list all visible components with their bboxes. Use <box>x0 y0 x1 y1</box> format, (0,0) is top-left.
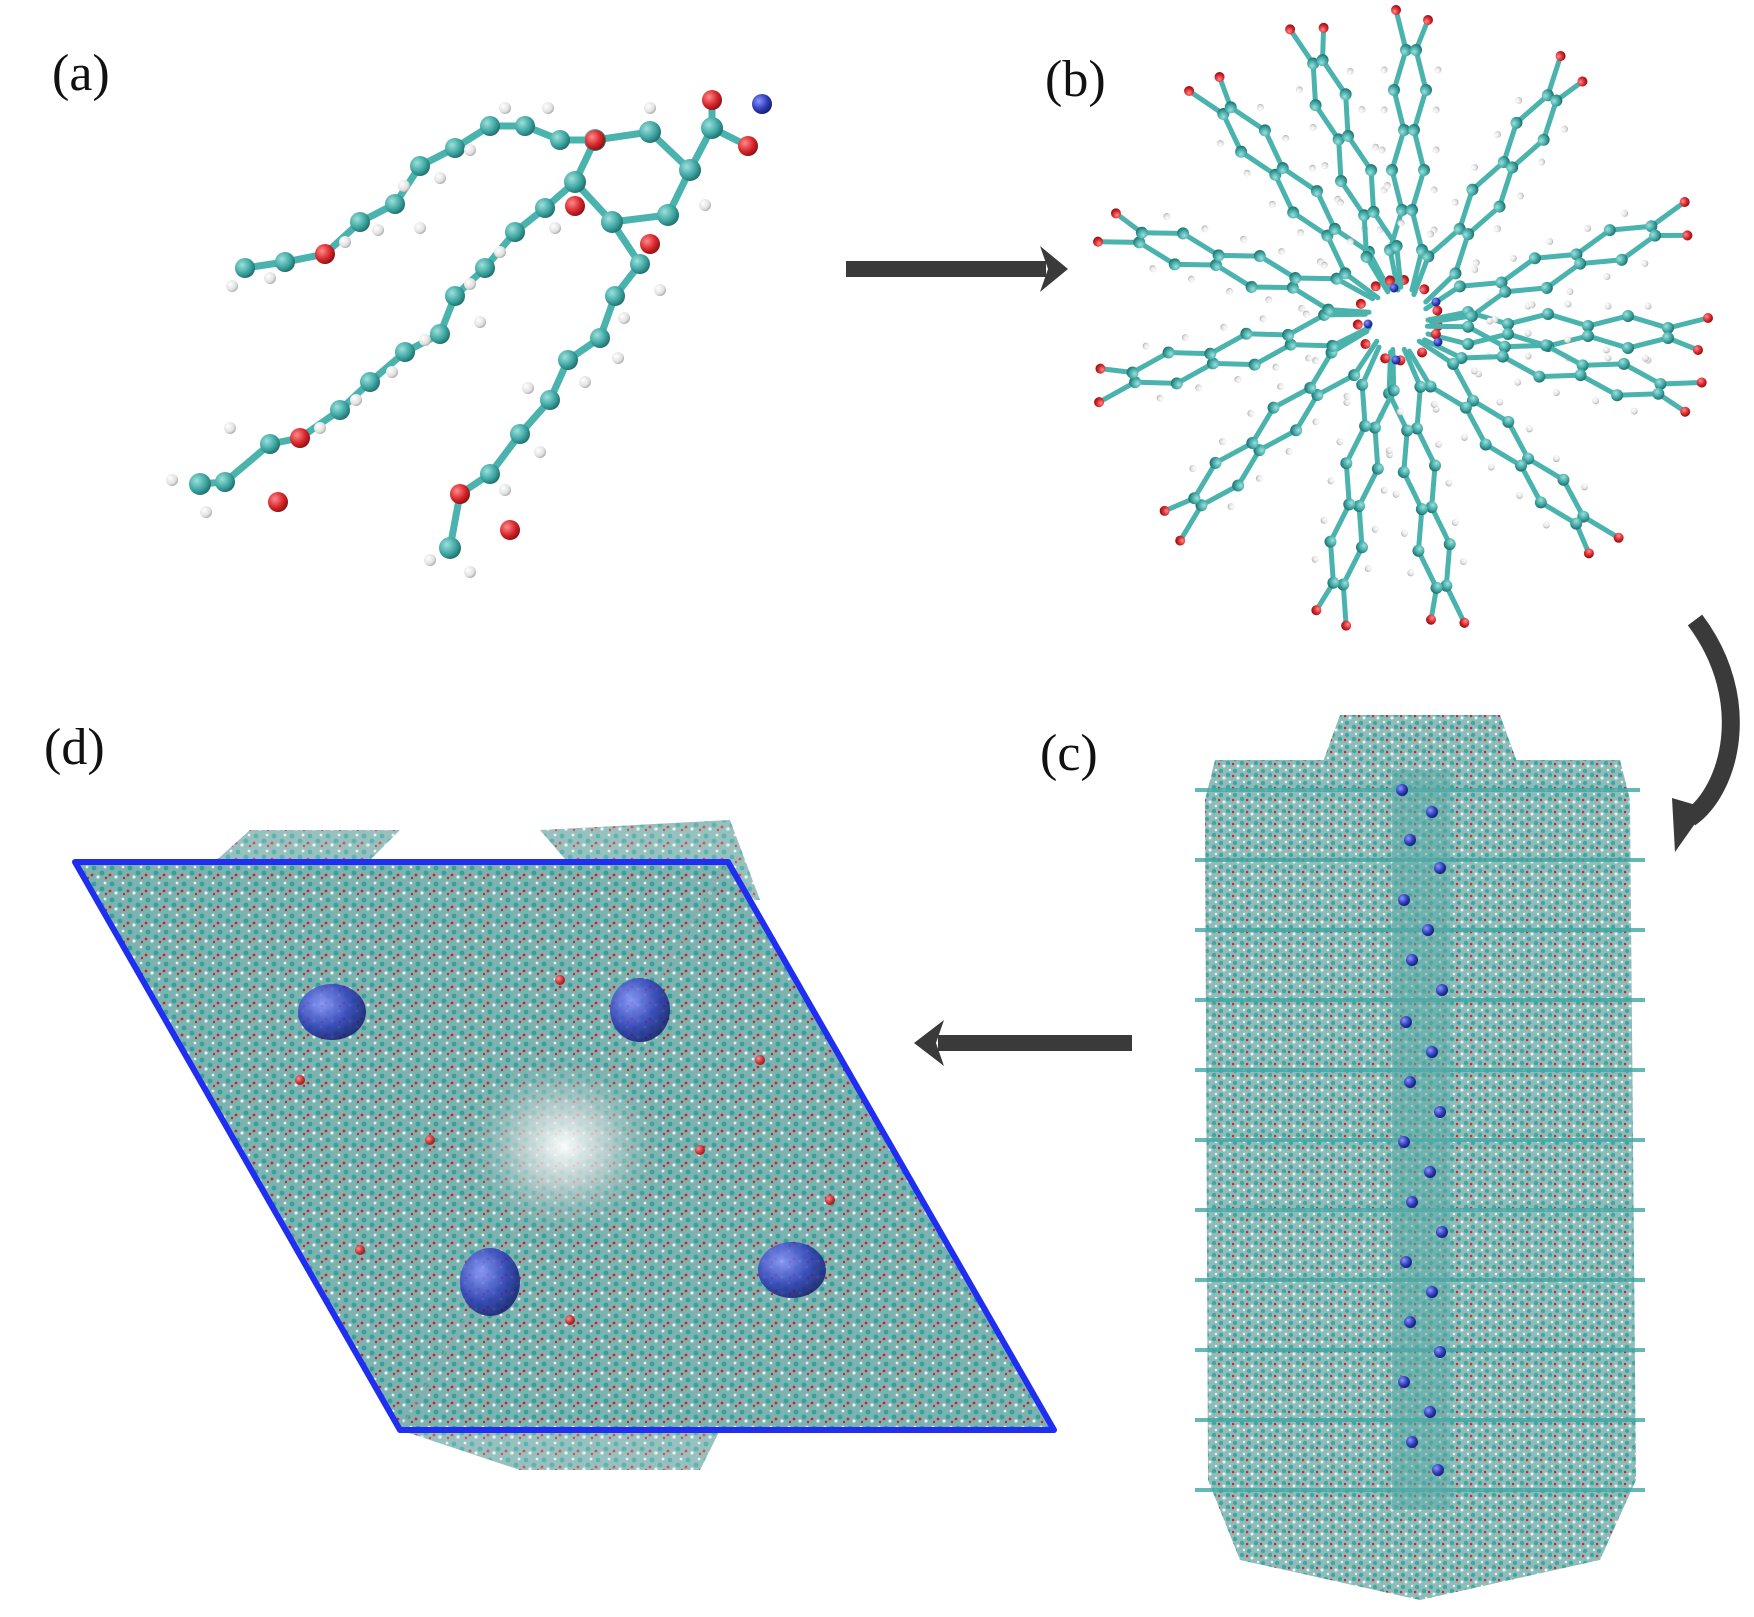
supercell-d <box>72 820 1057 1470</box>
column-c <box>1195 715 1645 1600</box>
sodium-ion <box>752 94 772 114</box>
assembly-b <box>1082 5 1713 637</box>
unit-cell-outline <box>72 859 1057 1433</box>
arrow-b-to-c <box>1672 614 1740 852</box>
panel-label-b: (b) <box>1045 51 1106 108</box>
molecule-a <box>166 90 772 578</box>
panel-label-d: (d) <box>44 719 105 776</box>
panel-label-a: (a) <box>52 45 110 102</box>
arrow-a-to-b <box>846 246 1068 292</box>
panel-label-c: (c) <box>1040 725 1098 782</box>
arrow-c-to-d <box>914 1020 1132 1066</box>
